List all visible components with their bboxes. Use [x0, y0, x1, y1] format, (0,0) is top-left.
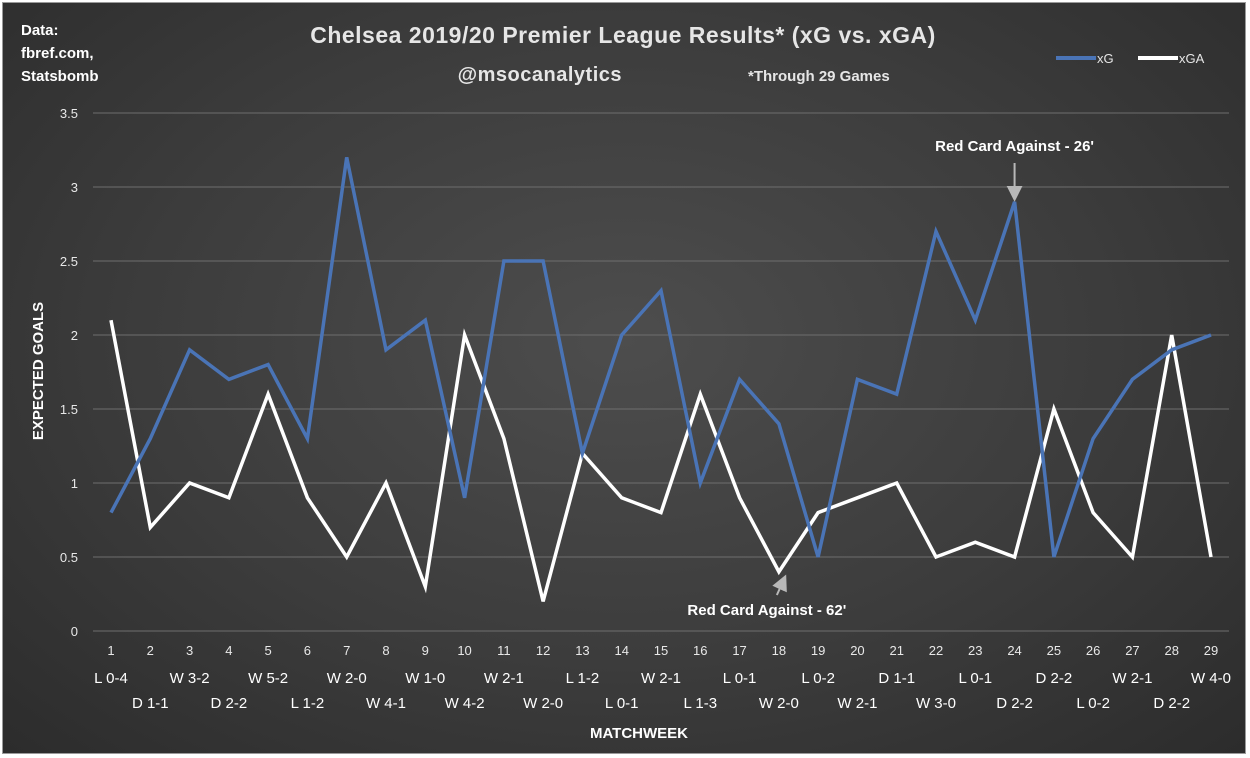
- match-result-label: W 3-0: [916, 695, 956, 712]
- match-result-label: D 2-2: [996, 695, 1033, 712]
- x-tick-label: 20: [850, 643, 864, 658]
- x-tick-label: 24: [1007, 643, 1021, 658]
- match-result-label: W 1-0: [405, 670, 445, 687]
- series-line-xg: [109, 157, 1212, 558]
- match-result-label: D 2-2: [1153, 695, 1190, 712]
- y-tick-label: 3.5: [60, 106, 78, 121]
- x-tick-label: 25: [1047, 643, 1061, 658]
- match-result-label: L 0-2: [1076, 695, 1110, 712]
- y-tick-label: 1: [71, 476, 78, 491]
- match-result-label: D 2-2: [211, 695, 248, 712]
- match-result-label: W 2-1: [837, 695, 877, 712]
- annotation-label: Red Card Against - 62': [687, 602, 846, 619]
- x-axis-title: MATCHWEEK: [590, 725, 688, 742]
- x-tick-label: 6: [304, 643, 311, 658]
- x-tick-label: 9: [422, 643, 429, 658]
- x-tick-label: 19: [811, 643, 825, 658]
- match-result-label: W 2-1: [641, 670, 681, 687]
- x-tick-label: 14: [614, 643, 628, 658]
- match-result-label: W 4-2: [445, 695, 485, 712]
- x-tick-labels: 1 2 3 4 5 6 7 8 9 10 11 12 13 14 15 16 17 18 19 20 21 22 23 24 2…: [107, 643, 1218, 658]
- x-tick-label: 5: [265, 643, 272, 658]
- x-tick-label: 15: [654, 643, 668, 658]
- source-line-3: Statsbomb: [21, 68, 99, 85]
- match-result-label: L 1-2: [566, 670, 600, 687]
- x-tick-label: 28: [1164, 643, 1178, 658]
- x-tick-label: 17: [732, 643, 746, 658]
- match-result-label: W 4-1: [366, 695, 406, 712]
- match-result-label: D 1-1: [878, 670, 915, 687]
- y-tick-label: 3: [71, 180, 78, 195]
- match-result-label: W 4-0: [1191, 670, 1231, 687]
- match-result-label: W 2-1: [484, 670, 524, 687]
- match-result-label: W 2-0: [523, 695, 563, 712]
- y-tick-label: 2: [71, 328, 78, 343]
- chart-subtitle: @msocanalytics: [458, 64, 622, 86]
- x-tick-label: 13: [575, 643, 589, 658]
- y-tick-labels: 0 0.5 1 1.5 2 2.5 3 3.5: [60, 106, 78, 639]
- match-result-label: W 5-2: [248, 670, 288, 687]
- match-result-label: L 1-2: [291, 695, 325, 712]
- source-line-2: fbref.com,: [21, 45, 94, 62]
- x-tick-label: 3: [186, 643, 193, 658]
- source-line-1: Data:: [21, 22, 59, 39]
- x-tick-label: 23: [968, 643, 982, 658]
- x-tick-label: 2: [147, 643, 154, 658]
- match-result-label: L 0-2: [801, 670, 835, 687]
- x-tick-label: 16: [693, 643, 707, 658]
- legend-xg-label: xG: [1097, 51, 1114, 66]
- match-result-label: L 1-3: [683, 695, 717, 712]
- x-tick-label: 27: [1125, 643, 1139, 658]
- chart-title: Chelsea 2019/20 Premier League Results* …: [310, 22, 936, 48]
- legend-xga-label: xGA: [1179, 51, 1205, 66]
- match-result-label: D 1-1: [132, 695, 169, 712]
- match-result-label: L 0-4: [94, 670, 128, 687]
- y-tick-label: 0.5: [60, 550, 78, 565]
- y-tick-label: 2.5: [60, 254, 78, 269]
- annotation-arrow: [772, 574, 787, 596]
- x-tick-label: 10: [457, 643, 471, 658]
- match-result-label: L 0-1: [605, 695, 639, 712]
- series-line-xga: [109, 319, 1213, 602]
- match-result-label: L 0-1: [958, 670, 992, 687]
- chart-svg: Data: fbref.com, Statsbomb Chelsea 2019/…: [21, 22, 1231, 742]
- match-result-label: W 2-1: [1112, 670, 1152, 687]
- x-tick-label: 26: [1086, 643, 1100, 658]
- legend: xG xGA: [1056, 51, 1205, 66]
- chart-subnote: *Through 29 Games: [748, 68, 890, 85]
- match-result-label: W 2-0: [759, 695, 799, 712]
- match-result-label: W 3-2: [170, 670, 210, 687]
- grid: [93, 112, 1229, 632]
- match-result-label: W 2-0: [327, 670, 367, 687]
- annotation-label: Red Card Against - 26': [935, 138, 1094, 155]
- x-tick-label: 8: [382, 643, 389, 658]
- y-axis-title: EXPECTED GOALS: [30, 302, 47, 440]
- x-tick-label: 1: [107, 643, 114, 658]
- match-result-label: D 2-2: [1036, 670, 1073, 687]
- x-tick-label: 4: [225, 643, 232, 658]
- y-tick-label: 1.5: [60, 402, 78, 417]
- match-result-label: L 0-1: [723, 670, 757, 687]
- x-tick-label: 12: [536, 643, 550, 658]
- x-tick-label: 29: [1204, 643, 1218, 658]
- series: [109, 157, 1213, 602]
- match-results: L 0-4D 1-1W 3-2D 2-2W 5-2L 1-2W 2-0W 4-1…: [94, 670, 1231, 712]
- x-tick-label: 21: [889, 643, 903, 658]
- x-tick-label: 7: [343, 643, 350, 658]
- x-tick-label: 22: [929, 643, 943, 658]
- x-tick-label: 18: [772, 643, 786, 658]
- y-tick-label: 0: [71, 624, 78, 639]
- x-tick-label: 11: [497, 643, 511, 658]
- annotations: Red Card Against - 26' Red Card Against -…: [687, 138, 1094, 619]
